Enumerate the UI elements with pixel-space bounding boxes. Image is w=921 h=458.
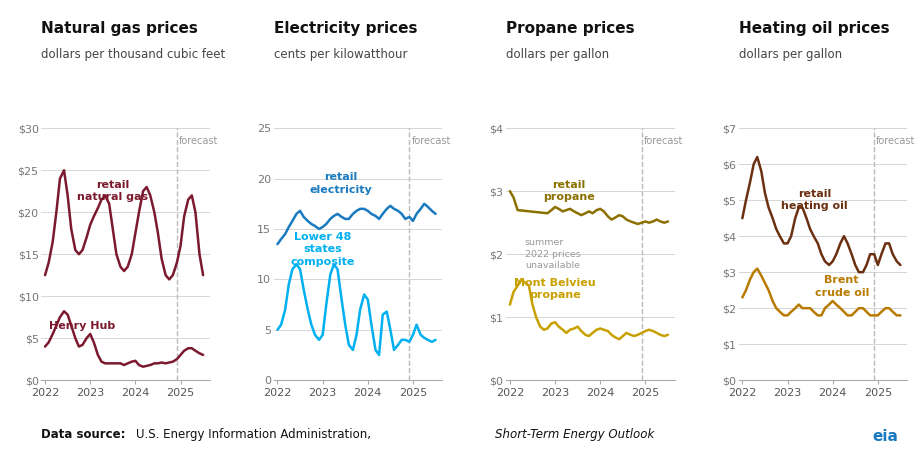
Text: Mont Belvieu
propane: Mont Belvieu propane <box>514 278 596 300</box>
Text: forecast: forecast <box>179 136 218 146</box>
Text: dollars per thousand cubic feet: dollars per thousand cubic feet <box>41 48 226 61</box>
Text: forecast: forecast <box>877 136 915 146</box>
Text: dollars per gallon: dollars per gallon <box>739 48 842 61</box>
Text: dollars per gallon: dollars per gallon <box>507 48 610 61</box>
Text: Lower 48
states
composite: Lower 48 states composite <box>290 232 355 267</box>
Text: retail
propane: retail propane <box>542 180 595 202</box>
Text: retail
natural gas: retail natural gas <box>77 180 148 202</box>
Text: cents per kilowatthour: cents per kilowatthour <box>274 48 407 61</box>
Text: Short-Term Energy Outlook: Short-Term Energy Outlook <box>495 428 655 441</box>
Text: Natural gas prices: Natural gas prices <box>41 21 198 36</box>
Text: Heating oil prices: Heating oil prices <box>739 21 890 36</box>
Text: retail
electricity: retail electricity <box>309 173 372 195</box>
Text: retail
heating oil: retail heating oil <box>781 189 848 212</box>
Text: Brent
crude oil: Brent crude oil <box>814 275 869 298</box>
Text: forecast: forecast <box>644 136 683 146</box>
Text: summer
2022 prices
unavailable: summer 2022 prices unavailable <box>525 239 580 270</box>
Text: Henry Hub: Henry Hub <box>50 321 116 331</box>
Text: U.S. Energy Information Administration,: U.S. Energy Information Administration, <box>136 428 375 441</box>
Text: Propane prices: Propane prices <box>507 21 635 36</box>
Text: forecast: forecast <box>412 136 451 146</box>
Text: Data source:: Data source: <box>41 428 126 441</box>
Text: eia: eia <box>872 429 898 444</box>
Text: Electricity prices: Electricity prices <box>274 21 417 36</box>
